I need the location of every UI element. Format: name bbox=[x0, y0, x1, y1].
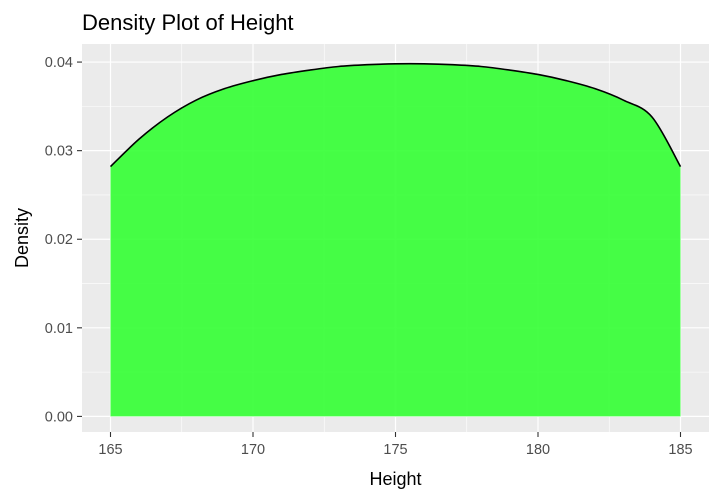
y-tick-label: 0.03 bbox=[45, 144, 73, 160]
y-tick-label: 0.02 bbox=[45, 232, 73, 248]
y-tick-label: 0.04 bbox=[45, 55, 73, 71]
density-area bbox=[110, 63, 681, 417]
density-line bbox=[109, 62, 682, 168]
x-tick-label: 165 bbox=[98, 442, 122, 458]
x-tick-label: 170 bbox=[241, 442, 265, 458]
y-axis: 0.00 0.01 0.02 0.03 0.04 bbox=[45, 55, 82, 425]
y-axis-title: Density bbox=[12, 208, 32, 268]
density-layer bbox=[109, 62, 682, 417]
x-tick-label: 185 bbox=[668, 442, 692, 458]
y-tick-label: 0.00 bbox=[45, 409, 73, 425]
x-tick-label: 180 bbox=[526, 442, 550, 458]
chart-title: Density Plot of Height bbox=[82, 10, 294, 35]
x-axis: 165 170 175 180 185 bbox=[98, 432, 693, 458]
y-tick-label: 0.01 bbox=[45, 321, 73, 337]
x-axis-title: Height bbox=[369, 469, 421, 489]
x-tick-label: 175 bbox=[383, 442, 407, 458]
